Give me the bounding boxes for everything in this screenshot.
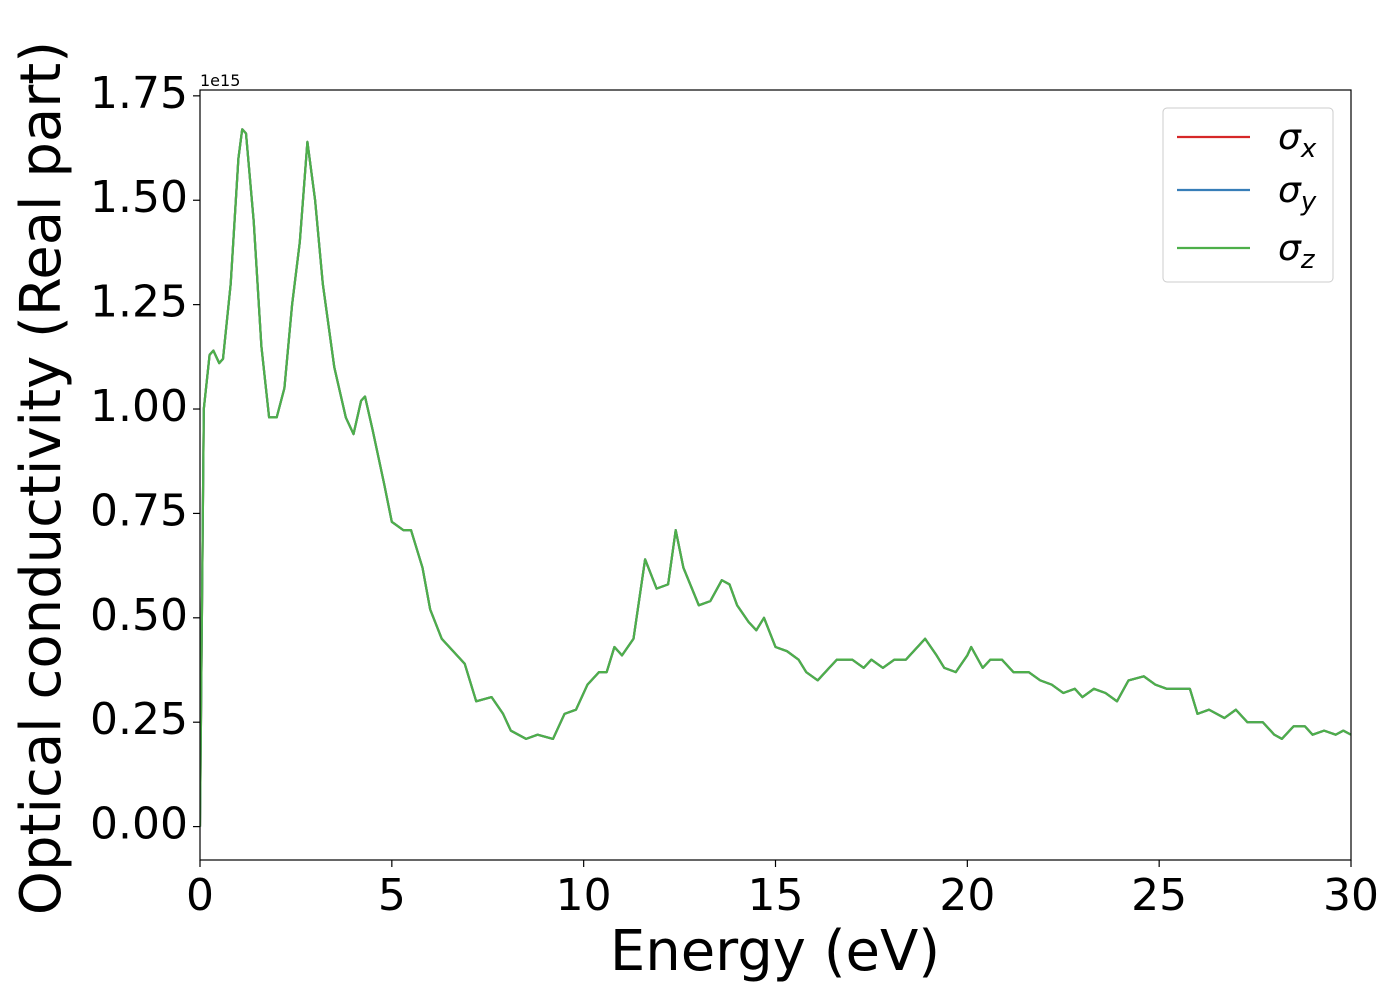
y-tick-label: 1.75 bbox=[90, 68, 188, 119]
x-axis-label: Energy (eV) bbox=[610, 919, 940, 984]
y-tick-label: 1.00 bbox=[90, 381, 188, 432]
y-tick-label: 0.00 bbox=[90, 799, 188, 850]
y-tick-label: 0.75 bbox=[90, 485, 188, 536]
plot-frame bbox=[199, 89, 1352, 861]
x-tick-label: 25 bbox=[1131, 870, 1187, 921]
x-tick-label: 0 bbox=[186, 870, 214, 921]
y-tick-label: 0.50 bbox=[90, 590, 188, 641]
x-tick-label: 30 bbox=[1323, 870, 1379, 921]
legend-label: σz bbox=[1278, 228, 1316, 275]
x-tick-label: 10 bbox=[556, 870, 612, 921]
y-tick-label: 1.50 bbox=[90, 172, 188, 223]
y-axis-label: Optical conductivity (Real part) bbox=[9, 41, 74, 915]
x-tick-label: 20 bbox=[939, 870, 995, 921]
x-tick-label: 15 bbox=[748, 870, 804, 921]
offset-label: 1e15 bbox=[200, 71, 240, 90]
y-tick-label: 0.25 bbox=[90, 694, 188, 745]
legend-label: σx bbox=[1278, 117, 1317, 164]
series-line bbox=[200, 128, 1351, 827]
legend-label: σy bbox=[1278, 170, 1317, 217]
x-tick-label: 5 bbox=[378, 870, 406, 921]
legend-box bbox=[1162, 107, 1334, 283]
y-tick-label: 1.25 bbox=[90, 277, 188, 328]
